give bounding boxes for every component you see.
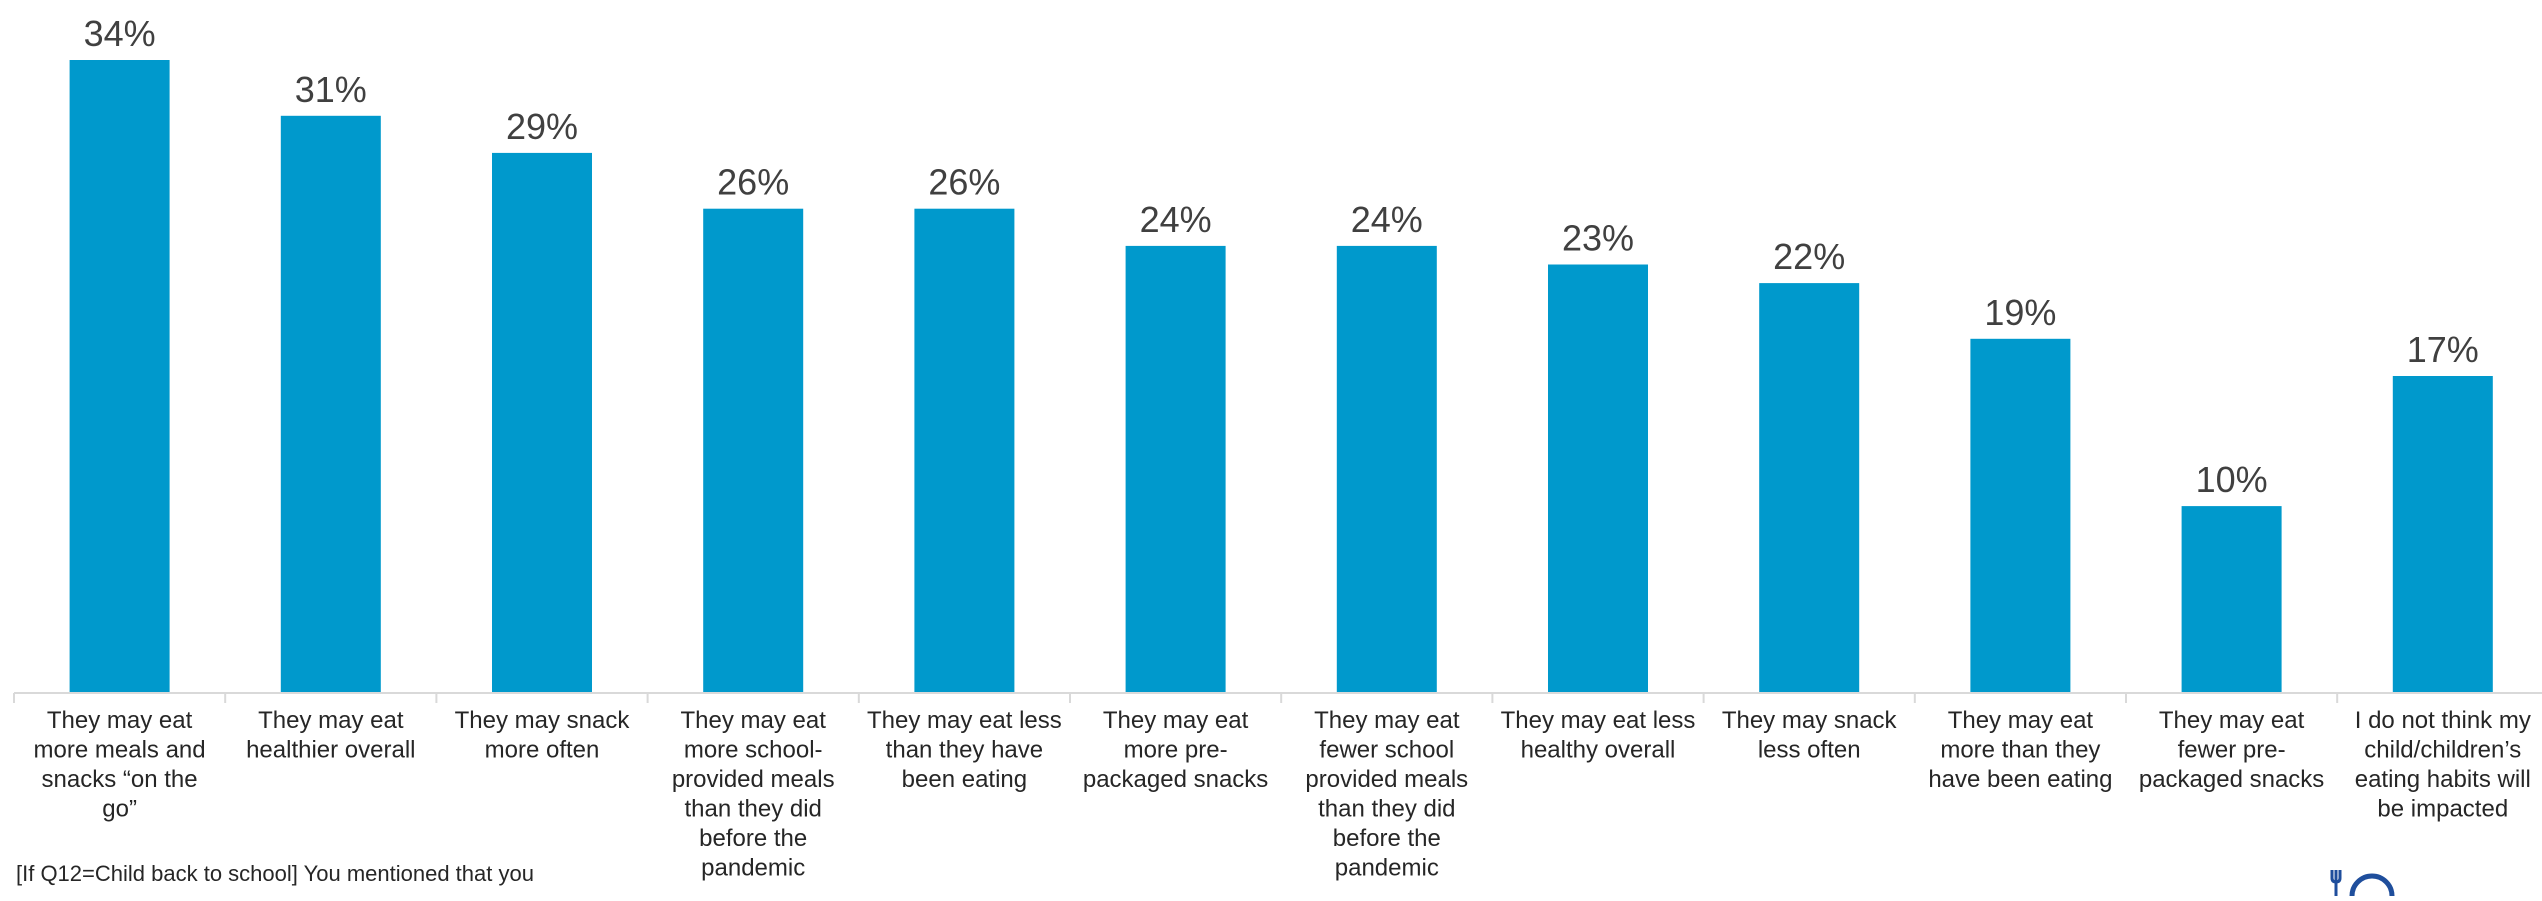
bar <box>2181 506 2282 692</box>
x-axis-ticks <box>13 693 2339 703</box>
category-labels: They may eat more meals and snacks “on the… <box>34 707 2531 882</box>
value-label: 24% <box>1140 199 1212 240</box>
value-label: 29% <box>506 106 578 147</box>
value-label: 22% <box>1773 236 1845 277</box>
value-label: 10% <box>2196 459 2268 500</box>
value-label: 26% <box>717 162 789 203</box>
category-label: They may eat healthier overall <box>246 707 415 764</box>
bar <box>280 115 381 693</box>
category-label: They may eat more than they have been eati… <box>1928 707 2112 793</box>
category-label: They may eat less than they have been eati… <box>867 707 1062 793</box>
category-label: They may eat more meals and snacks “on the… <box>34 707 206 823</box>
value-labels: 34% 31% 29% 26% 26% 24% 24% 23% 22% 19% 10% 17% <box>84 13 2479 500</box>
bar <box>2392 376 2493 692</box>
category-label: I do not think my child/children’s eating … <box>2355 707 2531 823</box>
question-footnote: [If Q12=Child back to school] You mentio… <box>16 861 534 886</box>
category-label: They may eat more school-provided meals th… <box>672 707 835 882</box>
category-label: They may snack less often <box>1722 707 1898 764</box>
value-label: 17% <box>2407 329 2479 370</box>
value-label: 24% <box>1351 199 1423 240</box>
bars-layer <box>69 60 2493 693</box>
bar <box>1759 283 1860 692</box>
category-label: They may eat less healthy overall <box>1501 707 1696 764</box>
category-label: They may eat fewer school provided meals th… <box>1305 707 1468 882</box>
bar <box>1336 245 1437 692</box>
bar <box>1125 245 1226 692</box>
value-label: 31% <box>295 69 367 110</box>
category-label: They may eat more pre-packaged snacks <box>1083 707 1268 793</box>
bar <box>1970 338 2071 692</box>
category-label: They may snack more often <box>455 707 631 764</box>
value-label: 23% <box>1562 218 1634 259</box>
plate-logo-icon <box>2330 866 2400 901</box>
value-label: 34% <box>84 13 156 54</box>
value-label: 26% <box>928 162 1000 203</box>
bar <box>492 152 592 692</box>
bar <box>1548 264 1648 692</box>
value-label: 19% <box>1984 292 2056 333</box>
bar <box>703 208 804 692</box>
bar <box>69 60 170 692</box>
bar <box>914 208 1015 692</box>
category-label: They may eat fewer pre-packaged snacks <box>2139 707 2324 793</box>
